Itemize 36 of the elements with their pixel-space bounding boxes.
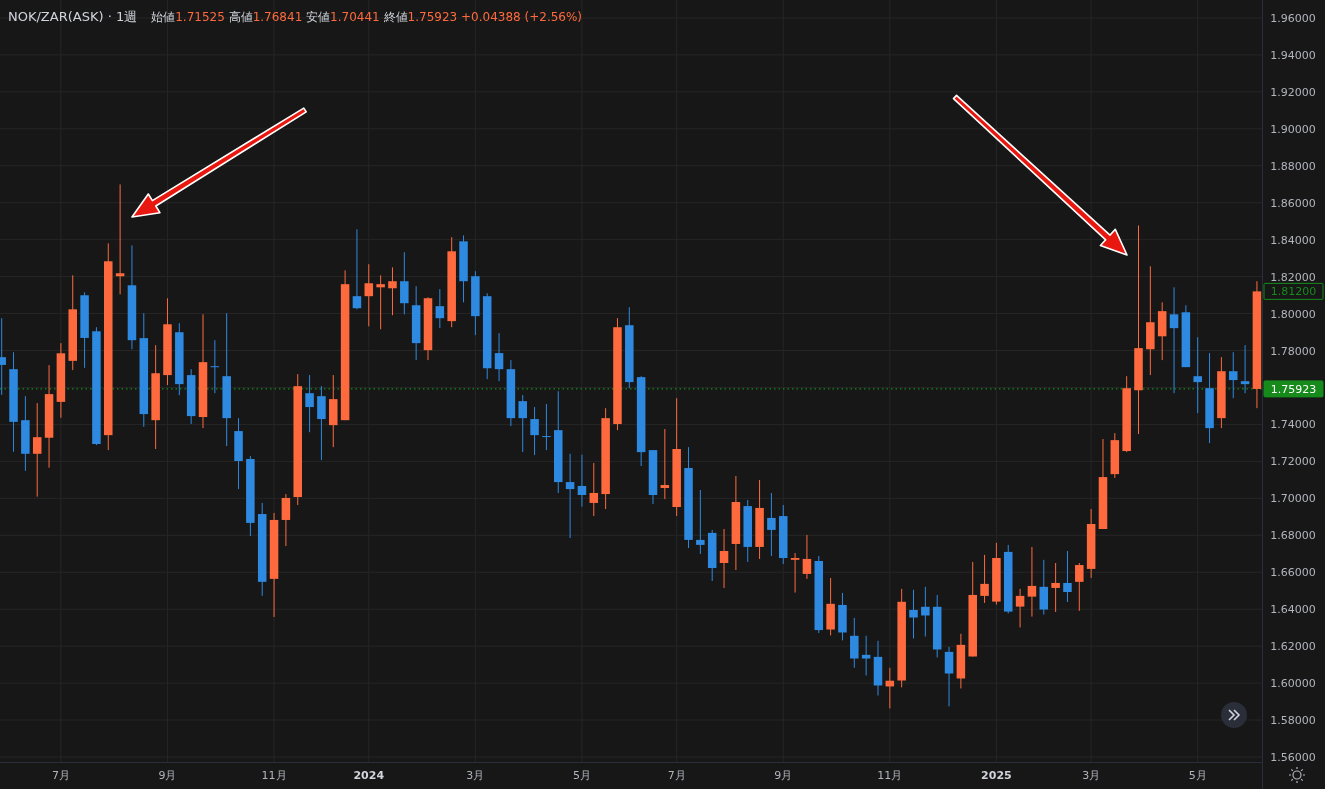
xtick: 7月 <box>51 769 70 782</box>
ytick: 1.96000 <box>1270 11 1316 25</box>
ytick: 1.60000 <box>1270 677 1316 691</box>
ytick: 1.68000 <box>1270 529 1316 543</box>
ytick: 1.86000 <box>1270 196 1316 210</box>
ytick: 1.88000 <box>1270 159 1316 173</box>
subtitle: 始値1.71525 高値1.76841 安値1.70441 終値1.75923 +0.04388 (+2.56%) <box>151 10 583 24</box>
ytick: 1.84000 <box>1270 233 1316 247</box>
xtick: 9月 <box>158 769 177 782</box>
xtick: 5月 <box>572 769 591 782</box>
ytick: 1.70000 <box>1270 492 1316 506</box>
ytick: 1.66000 <box>1270 566 1316 580</box>
ytick: 1.78000 <box>1270 344 1316 358</box>
ytick: 1.90000 <box>1270 122 1316 136</box>
xtick: 11月 <box>261 769 287 782</box>
xtick: 9月 <box>774 769 793 782</box>
xtick: 7月 <box>667 769 686 782</box>
ytick: 1.62000 <box>1270 640 1316 654</box>
xtick: 3月 <box>466 769 485 782</box>
ytick: 1.92000 <box>1270 85 1316 99</box>
ref-label: 1.75923 <box>1270 382 1317 396</box>
ytick: 1.82000 <box>1270 270 1316 284</box>
ytick: 1.80000 <box>1270 307 1316 321</box>
xtick: 3月 <box>1082 769 1101 782</box>
xtick: 5月 <box>1188 769 1207 782</box>
ytick: 1.72000 <box>1270 455 1316 469</box>
ytick: 1.56000 <box>1270 751 1316 764</box>
title: NOK/ZAR(ASK) · 1週 <box>8 9 138 24</box>
ytick: 1.74000 <box>1270 418 1316 432</box>
annotation: 1.81200 <box>1270 285 1317 299</box>
xtick: 2024 <box>353 769 385 782</box>
xtick: 11月 <box>877 769 903 782</box>
ytick: 1.94000 <box>1270 48 1316 62</box>
xtick: 2025 <box>981 769 1012 782</box>
ytick: 1.64000 <box>1270 603 1316 617</box>
ytick: 1.58000 <box>1270 714 1316 728</box>
